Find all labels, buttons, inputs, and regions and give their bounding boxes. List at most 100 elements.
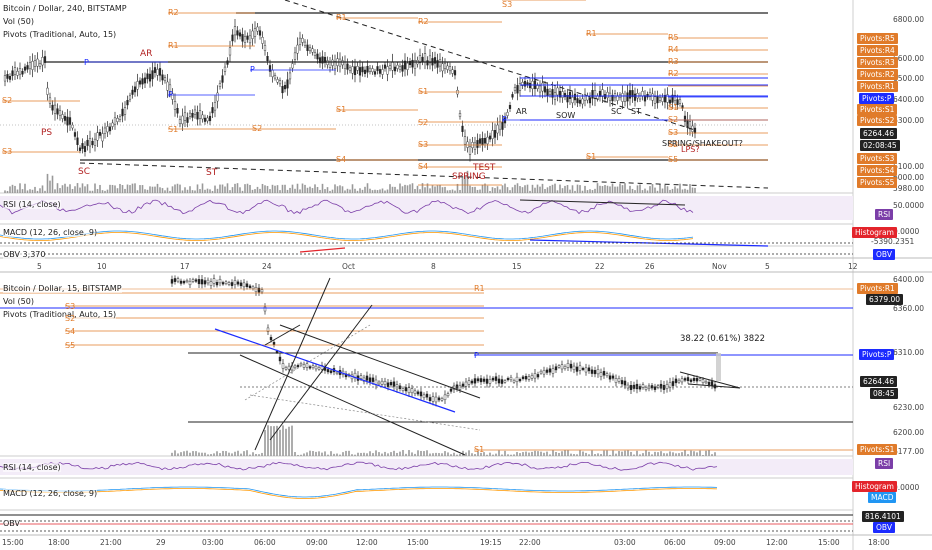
top-volume-bar [186,189,189,193]
top-volume-bar [84,186,86,193]
top-volume-bar [649,186,651,193]
bottom-candle [500,379,504,384]
top-candle [511,94,514,98]
top-volume-bar [414,189,416,193]
bottom-volume-bar [528,452,530,456]
bottom-candle [449,388,453,392]
top-candle [63,116,67,121]
top-volume-bar [386,189,389,193]
top-volume-bar [86,184,89,193]
top-candle [228,47,232,56]
bottom-candle [554,366,558,371]
bottom-channel-line [239,354,466,456]
bottom-pivot-label: S2 [65,314,76,323]
bottom-x-tick: 21:00 [100,538,122,547]
top-candle [46,87,49,95]
top-volume-bar [464,175,466,193]
top-volume-bar [394,186,396,193]
top-candle [681,105,684,109]
top-rsi-tick: 50.0000 [893,201,925,210]
bottom-candle [629,385,633,391]
bottom-volume-bar [684,450,686,456]
top-volume-bar [101,190,104,193]
bottom-volume-bar [177,453,179,456]
top-volume-bar [521,187,524,193]
top-volume-bar [629,185,631,193]
top-volume-bar [341,186,344,193]
top-candle [78,147,82,151]
bottom-volume-bar [348,450,350,456]
top-volume-bar [514,184,516,193]
bottom-volume-bar [690,450,692,456]
top-volume-bar [296,183,299,193]
top-candle [393,66,397,72]
top-candle [656,96,659,104]
top-annotation-lps: LPS? [681,145,700,154]
bottom-chart-title: Bitcoin / Dollar, 15, BITSTAMP [3,284,122,293]
top-x-tick: 8 [431,262,436,271]
top-macd-label: MACD (12, 26, close, 9) [3,228,98,237]
top-candle [343,61,347,69]
top-candle [341,60,344,66]
bottom-volume-bar [513,454,515,456]
bottom-candle [185,280,189,283]
bottom-volume-bar [507,454,509,456]
bottom-volume-bar [414,453,416,456]
bottom-volume-bar [312,451,314,456]
top-volume-bar [669,189,671,193]
top-volume-bar [556,190,559,193]
bottom-pivot-label: S4 [65,327,76,336]
top-volume-bar [326,187,329,193]
top-pivot-tag-s5: Pivots:S5 [857,177,898,188]
bottom-volume-bar [477,451,479,456]
top-candle [538,85,542,93]
bottom-volume-bar [303,453,305,456]
top-volume-bar [179,184,181,193]
top-pivot-label: R2 [418,17,429,26]
top-volume-bar [364,186,366,193]
top-volume-bar [494,188,496,193]
top-candle [623,95,627,102]
bottom-candle [467,380,471,385]
bottom-volume-bar [621,451,623,456]
top-candle [23,66,27,71]
top-candle [433,57,437,64]
bottom-x-tick: 12:00 [356,538,378,547]
top-volume-bar [421,183,424,193]
top-candle [291,63,294,69]
bottom-wedge-line [687,383,741,389]
top-volume-bar [64,183,66,193]
bottom-volume-bar [543,452,545,456]
top-candle [183,112,187,121]
bottom-candle [293,365,297,369]
top-candle [611,94,614,102]
top-candle [588,97,592,104]
top-volume-bar [91,190,94,193]
top-price-tick: 5980.00 [893,184,925,193]
bottom-price-tick: 6177.00 [893,447,925,456]
top-candle [603,94,607,99]
top-candle [593,90,597,99]
bottom-x-tick: 06:00 [664,538,686,547]
top-candle [353,66,357,76]
top-candle [386,66,389,75]
bottom-candle [509,377,513,381]
top-candle [376,66,379,71]
bottom-volume-bar [300,454,302,456]
top-volume-bar [229,190,231,193]
bottom-candle [233,280,237,285]
top-candle [658,97,662,101]
top-candle [408,61,412,66]
top-candle [438,59,442,67]
top-pivot-label: R1 [168,41,179,50]
top-volume-bar [21,189,24,193]
bottom-volume-bar [252,452,254,456]
top-volume-bar [544,189,546,193]
top-volume-bar [171,186,174,193]
top-candle [506,112,509,116]
bottom-volume-bar [210,454,212,456]
top-volume-bar [199,189,201,193]
bottom-candle [209,281,213,286]
top-volume-bar [9,186,11,193]
top-candle [551,89,554,98]
